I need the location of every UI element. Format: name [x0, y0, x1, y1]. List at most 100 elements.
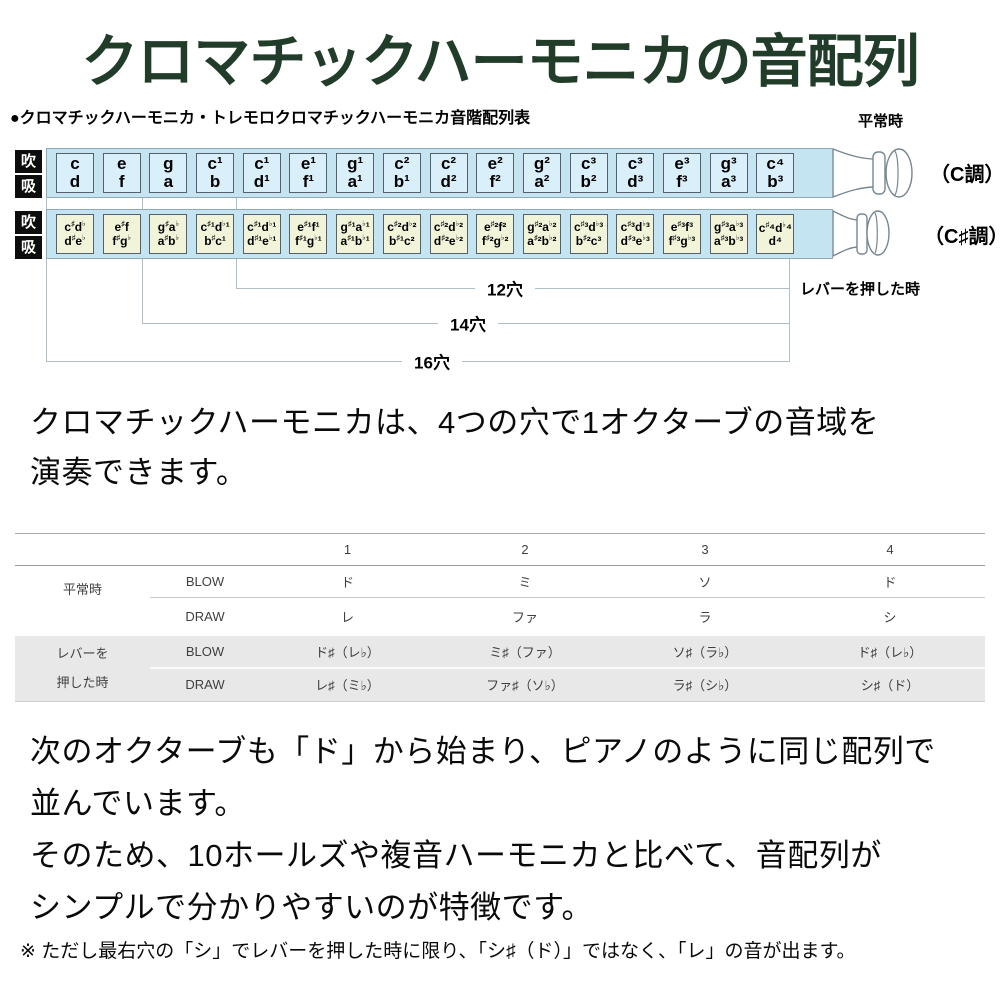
- note-cell: c² d²: [429, 153, 468, 193]
- blow-note: e♯¹f¹: [297, 219, 320, 235]
- draw-note: f¹: [302, 172, 315, 191]
- draw-note: a♯¹b♭¹: [340, 233, 370, 248]
- draw-note: b²: [580, 172, 597, 191]
- draw-note: a³: [721, 172, 737, 191]
- harmonica-body-c: c d e f g a c¹ b c¹ d¹ e¹ f¹ g¹ a¹ c² b¹ c² d² e² f² g² a² c³ b…: [46, 148, 833, 198]
- note-value: ド: [260, 565, 435, 598]
- hole-count-12: 12穴: [475, 275, 535, 301]
- table-row: DRAW レ ファ ラ シ: [15, 598, 985, 636]
- blow-note: c: [70, 154, 80, 174]
- draw-note: d♯e♭: [64, 233, 86, 248]
- note-cell: e♯¹f¹ f♯¹g♭¹: [289, 214, 328, 254]
- draw-note: f♯g♭: [112, 233, 131, 248]
- draw-note: a²: [534, 172, 550, 191]
- note-cell: c¹ d¹: [242, 153, 281, 193]
- note-value: レ: [340, 610, 354, 626]
- note-value: ラ♯（シ♭）: [615, 667, 795, 702]
- draw-note: a♯²b♭²: [527, 233, 557, 248]
- note-cell: e♯³f³ f♯³g♭³: [662, 214, 701, 254]
- note-cell: e³ f³: [662, 153, 701, 193]
- blow-note: c¹: [254, 154, 270, 174]
- col-header-1: 1: [260, 533, 435, 566]
- note-value: レ♯（ミ♭）: [260, 667, 435, 702]
- hole-count-14: 14穴: [438, 310, 498, 336]
- note-cell: g² a²: [522, 153, 561, 193]
- footnote: ※ ただし最右穴の「シ」でレバーを押した時に限り、「シ♯（ド）」ではなく、「レ」…: [20, 941, 856, 962]
- note-value: ド: [795, 565, 985, 598]
- blow-note: e²: [487, 154, 503, 174]
- blow-note: e♯²f²: [483, 219, 507, 235]
- draw-note: b♯c¹: [204, 233, 226, 248]
- key-label-c: （C調）: [930, 164, 1000, 186]
- blow-note: g♯¹a♭¹: [340, 219, 370, 235]
- note-value: シ♯（ド）: [795, 667, 985, 702]
- diagram-subtitle: ●クロマチックハーモニカ・トレモロクロマチックハーモニカ音階配列表: [10, 110, 531, 127]
- blow-note: e¹: [300, 154, 316, 174]
- note-cell: e♯f f♯g♭: [102, 214, 141, 254]
- col-header-2: 2: [435, 533, 615, 566]
- lever-state-label: レバーを押した時: [800, 281, 921, 298]
- action-label: DRAW: [150, 667, 260, 702]
- blow-note: c⁴: [766, 154, 785, 174]
- blow-note: g³: [720, 154, 737, 174]
- blow-note: g: [163, 154, 174, 174]
- draw-label-row2: 吸: [15, 236, 42, 259]
- table-row: レバーを 押した時 BLOW ド♯（レ♭） ミ♯（ファ） ソ♯（ラ♭） ド♯（レ…: [15, 635, 985, 702]
- note-cell: c³ d³: [616, 153, 655, 193]
- blow-note: c♯⁴d♭⁴: [758, 219, 792, 235]
- draw-note: b: [209, 172, 221, 191]
- normal-state-label: 平常時: [858, 113, 904, 130]
- lever-knob-pressed-icon: [833, 210, 890, 257]
- note-value: ファ♯（ソ♭）: [435, 667, 615, 702]
- draw-note: a♯³b♭³: [714, 233, 744, 248]
- paragraph-octave-range: クロマチックハーモニカは、4つの穴で1オクターブの音域を 演奏できます。: [30, 405, 880, 490]
- table-header-row: 1 2 3 4: [15, 533, 985, 566]
- draw-note: b¹: [393, 172, 410, 191]
- header-spacer: [15, 533, 150, 566]
- draw-note: d³: [627, 172, 644, 191]
- note-value: ソ: [615, 565, 795, 598]
- draw-note: f: [118, 172, 125, 191]
- note-cell: c³ b²: [569, 153, 608, 193]
- table-row: DRAW レ♯（ミ♭） ファ♯（ソ♭） ラ♯（シ♭） シ♯（ド）: [15, 667, 985, 702]
- blow-note: g♯²a♭²: [527, 219, 557, 235]
- lever-knob-normal-icon: [833, 148, 913, 198]
- blow-note: c♯²d♭²: [433, 219, 464, 235]
- blow-label-row1: 吹: [15, 150, 42, 173]
- action-label: BLOW: [150, 635, 260, 669]
- note-cell: c♯³d♭³ b♯²c³: [569, 214, 608, 254]
- draw-note: d¹: [253, 172, 270, 191]
- blow-note: c♯¹d♭¹: [247, 219, 277, 235]
- blow-note: c²: [440, 154, 457, 174]
- draw-label-row1: 吸: [15, 175, 42, 198]
- note-table: 1 2 3 4 平常時 BLOW ド ミ ソ ド DRAW レ ファ ラ シ レ…: [15, 533, 985, 702]
- draw-note: d♯³e♭³: [620, 233, 650, 248]
- blow-note: c♯²d♭²: [387, 219, 417, 235]
- blow-note: e³: [674, 154, 690, 174]
- note-cell: c♯³d♭³ d♯³e♭³: [616, 214, 655, 254]
- blow-note: g♯a♭: [157, 219, 179, 235]
- blow-note: c♯³d♭³: [620, 219, 650, 235]
- note-cell: g³ a³: [709, 153, 748, 193]
- action-label: DRAW: [185, 609, 225, 625]
- note-value: ファ: [511, 610, 538, 626]
- table-row: 平常時 BLOW ド ミ ソ ド: [15, 565, 985, 598]
- blow-note: c²: [394, 154, 410, 174]
- draw-note: a♯b♭: [157, 233, 179, 248]
- blow-note: g¹: [347, 154, 364, 174]
- note-cell: c♯d♭ d♯e♭: [56, 214, 94, 254]
- blow-note: g♯³a♭³: [714, 219, 744, 235]
- blow-note: e♯³f³: [670, 219, 694, 235]
- blow-note: e♯f: [114, 219, 129, 235]
- blow-note: c♯d♭: [64, 219, 86, 235]
- hole-count-16: 16穴: [402, 348, 462, 374]
- note-cell: c♯¹d♭¹ d♯¹e♭¹: [242, 214, 281, 254]
- draw-note: b♯²c³: [575, 233, 602, 248]
- note-cell: e¹ f¹: [289, 153, 328, 193]
- note-cell: g♯³a♭³ a♯³b♭³: [709, 214, 748, 254]
- draw-note: d⁴: [768, 233, 782, 248]
- note-value: シ: [883, 610, 897, 626]
- draw-note: d: [69, 172, 81, 191]
